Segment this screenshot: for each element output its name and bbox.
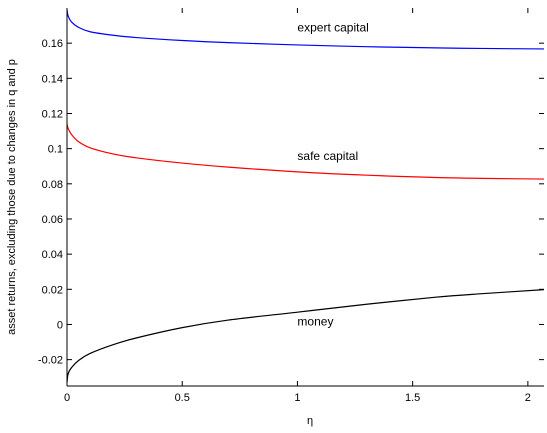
y-tick-label: 0.06: [42, 214, 63, 226]
series-line-expert: [66, 9, 545, 50]
annotation-label: money: [297, 314, 333, 328]
series-lines: [66, 9, 545, 383]
y-tick-label: 0.1: [48, 144, 63, 156]
series-line-safe: [66, 123, 545, 180]
x-tick-label: 1: [294, 392, 300, 404]
x-tick-label: 2: [525, 392, 531, 404]
annotation-label: expert capital: [297, 21, 368, 35]
y-tick-label: 0.12: [42, 108, 63, 120]
y-tick-label: 0: [57, 319, 63, 331]
annotation-label: safe capital: [297, 149, 358, 163]
x-tick-label: 0: [64, 392, 70, 404]
x-tick-label: 0.5: [175, 392, 190, 404]
x-ticks: 0 0.5 1 1.5 2: [64, 8, 531, 404]
y-tick-label: 0.16: [42, 38, 63, 50]
series-line-money: [66, 289, 545, 383]
y-tick-label: 0.08: [42, 179, 63, 191]
x-axis-label: η: [307, 415, 313, 427]
y-axis-label: asset returns, excluding those due to ch…: [6, 59, 18, 335]
y-tick-label: -0.02: [38, 355, 63, 367]
x-tick-label: 1.5: [405, 392, 420, 404]
y-ticks: -0.02 0 0.02 0.04 0.06 0.08 0.1 0.12 0.14 0.16: [38, 38, 544, 367]
y-tick-label: 0.14: [42, 73, 63, 85]
annotations: expert capital safe capital money: [297, 21, 368, 329]
y-tick-label: 0.04: [42, 249, 63, 261]
plot-background: [67, 8, 544, 386]
y-tick-label: 0.02: [42, 284, 63, 296]
axes: [66, 8, 544, 387]
